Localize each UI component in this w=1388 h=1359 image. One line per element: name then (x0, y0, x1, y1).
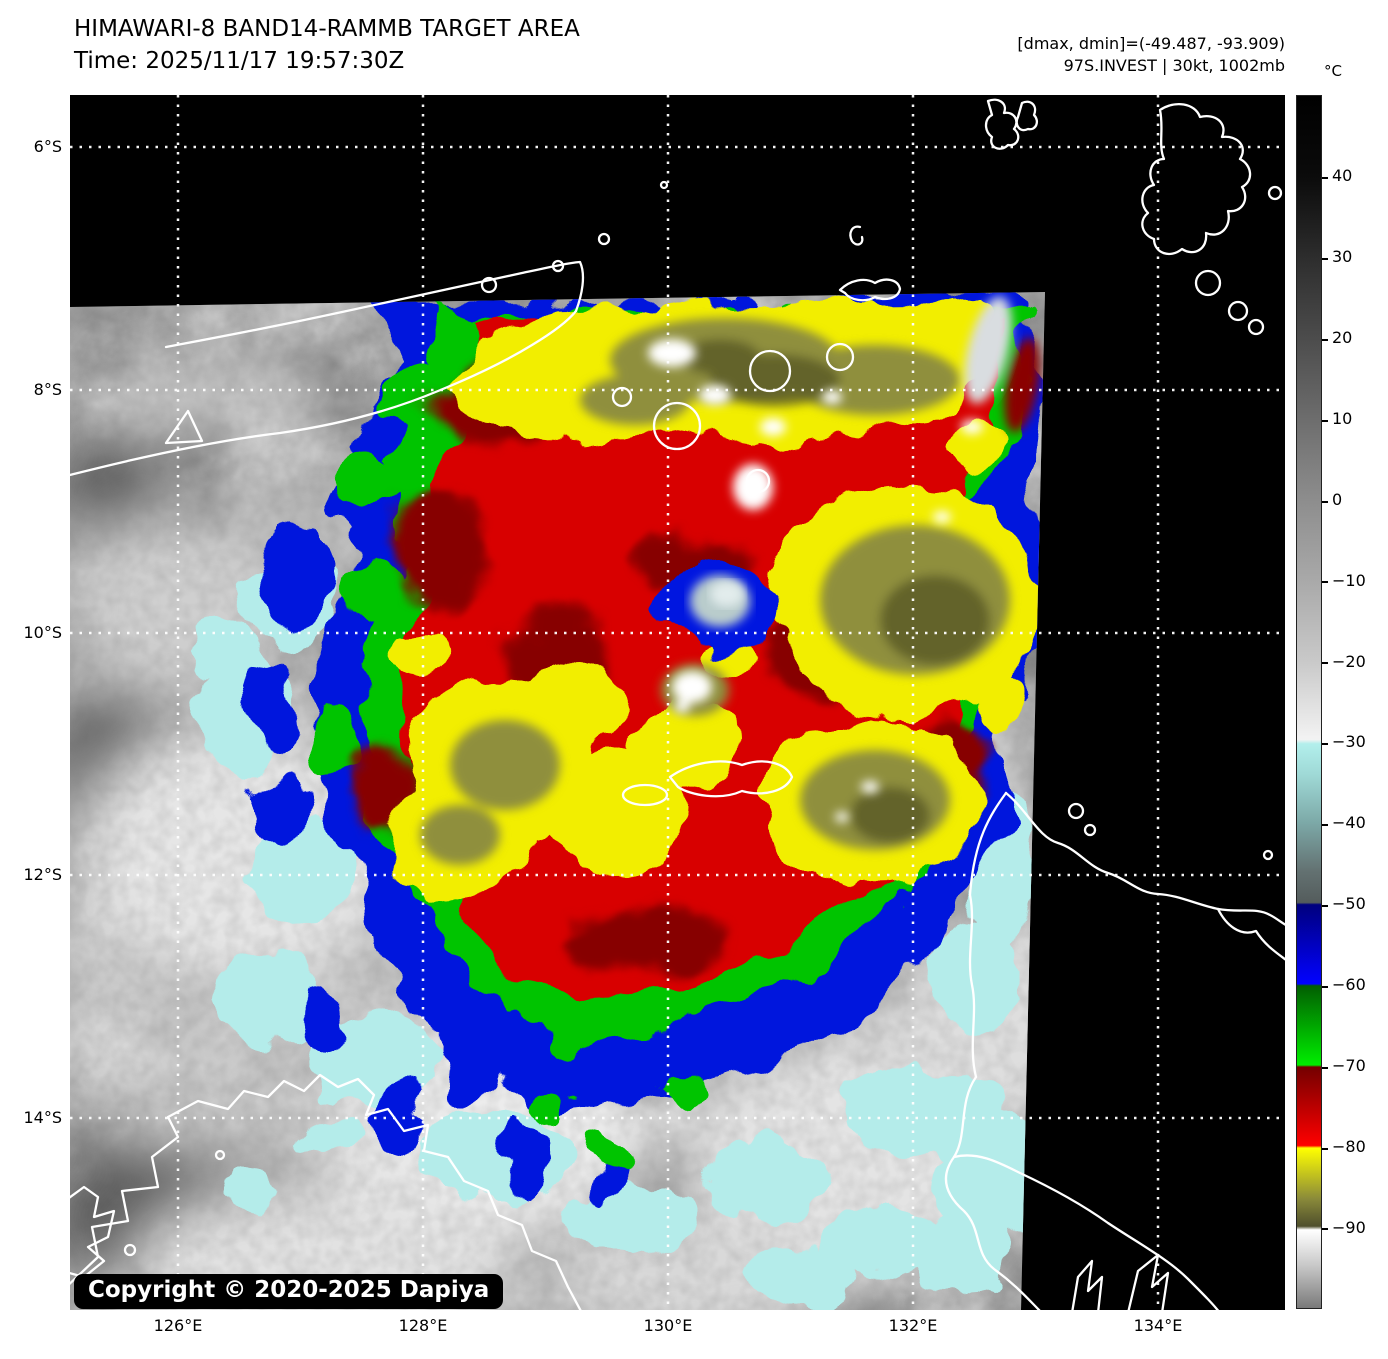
lat-tick-label: 10°S (23, 623, 62, 642)
lat-tick-label: 8°S (33, 380, 62, 399)
colorbar-tick-label: −20 (1332, 652, 1366, 671)
lat-tick-label: 14°S (23, 1108, 62, 1127)
colorbar-tick-mark (1322, 177, 1328, 179)
colorbar-tick-label: 20 (1332, 328, 1353, 347)
colorbar-tick-label: −70 (1332, 1056, 1366, 1075)
olive-core-layer (420, 318, 1010, 865)
lon-tick-label: 134°E (1133, 1316, 1183, 1335)
colorbar-tick-label: 0 (1332, 490, 1343, 509)
colorbar-tick-mark (1322, 1067, 1328, 1069)
storm-info-label: 97S.INVEST | 30kt, 1002mb (1063, 56, 1285, 75)
lat-tick-label: 12°S (23, 865, 62, 884)
coastline-timor-north (164, 260, 585, 349)
colorbar-tick-label: −40 (1332, 813, 1366, 832)
colorbar-tick-mark (1322, 662, 1328, 664)
coastline-timor-south (60, 309, 578, 479)
colorbar-tick-mark (1322, 339, 1328, 341)
coastlines (60, 98, 1292, 1315)
colorbar (1296, 95, 1322, 1309)
colorbar-tick-label: 40 (1332, 166, 1353, 185)
colorbar-tick-mark (1322, 986, 1328, 988)
colorbar-tick-label: −60 (1332, 975, 1366, 994)
colorbar-tick-mark (1322, 905, 1328, 907)
dmax-dmin-label: [dmax, dmin]=(-49.487, -93.909) (1017, 34, 1285, 53)
eye-feature (662, 559, 772, 655)
satellite-scene (60, 95, 1292, 1315)
lon-tick-label: 126°E (153, 1316, 203, 1335)
colorbar-tick-mark (1322, 1148, 1328, 1150)
coastline-banda-islets (480, 180, 902, 494)
page-title: HIMAWARI-8 BAND14-RAMMB TARGET AREA (74, 16, 580, 42)
colorbar-tick-mark (1322, 501, 1328, 503)
copyright-badge: Copyright © 2020-2025 Dapiya (74, 1274, 504, 1309)
colorbar-tick-mark (1322, 1228, 1328, 1230)
colorbar-tick-mark (1322, 824, 1328, 826)
colorbar-tick-mark (1322, 258, 1328, 260)
lat-tick-label: 6°S (33, 137, 62, 156)
coastline-bonaparte (944, 1075, 1222, 1315)
colorbar-tick-label: −10 (1332, 571, 1366, 590)
colorbar-tick-label: 10 (1332, 409, 1353, 428)
satellite-map-image: Copyright © 2020-2025 Dapiya (60, 95, 1292, 1315)
coastline-tiwi (621, 760, 1008, 1079)
corner-cloud-streak (964, 296, 1040, 433)
lon-tick-label: 130°E (643, 1316, 693, 1335)
colorbar-unit-label: °C (1324, 62, 1342, 80)
colorbar-tick-mark (1322, 581, 1328, 583)
coastline-kimberley (60, 1073, 584, 1315)
colorbar-tick-mark (1322, 743, 1328, 745)
colorbar-tick-label: 30 (1332, 247, 1353, 266)
colorbar-tick-label: −30 (1332, 732, 1366, 751)
colorbar-tick-label: −50 (1332, 894, 1366, 913)
coastline-maluku-islands (984, 98, 1283, 336)
colorbar-tick-mark (1322, 420, 1328, 422)
colorbar-tick-label: −90 (1332, 1218, 1366, 1237)
lon-tick-label: 132°E (888, 1316, 938, 1335)
coastline-islet-triangle (164, 409, 204, 445)
time-label: Time: 2025/11/17 19:57:30Z (74, 48, 405, 74)
colorbar-tick-label: −80 (1332, 1137, 1366, 1156)
lon-tick-label: 128°E (398, 1316, 448, 1335)
